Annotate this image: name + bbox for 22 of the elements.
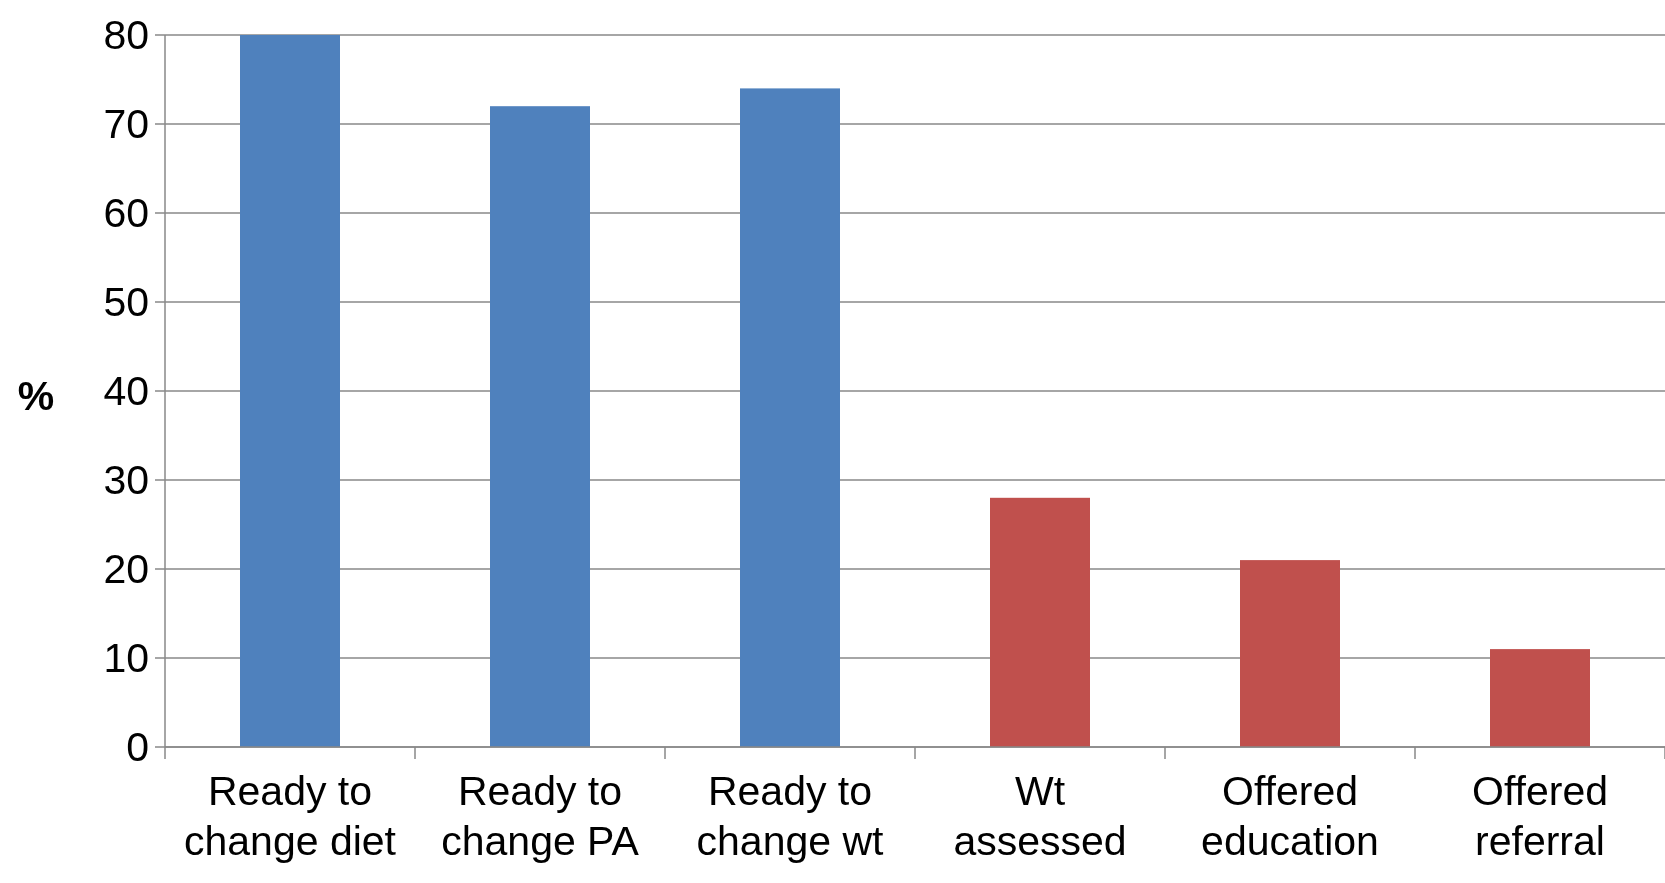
bar	[240, 35, 340, 747]
y-axis-title: %	[17, 373, 55, 420]
x-tick-label: Ready to change diet	[183, 768, 397, 864]
x-tick-label: Ready to change wt	[696, 768, 885, 864]
bar	[990, 497, 1090, 747]
y-tick-label: 30	[103, 457, 149, 504]
y-tick-label: 50	[103, 279, 149, 326]
x-tick-label: Ready to change PA	[441, 768, 640, 864]
y-tick-label: 40	[103, 368, 149, 415]
bar	[1490, 649, 1590, 747]
y-tick-label: 20	[103, 546, 149, 593]
y-tick-label: 0	[126, 724, 149, 771]
y-tick-label: 70	[103, 101, 149, 148]
x-tick-label: Offered referral	[1472, 768, 1608, 864]
y-tick-label: 60	[103, 190, 149, 237]
bar	[490, 106, 590, 747]
bar	[1240, 560, 1340, 747]
x-tick-label: Wt assessed	[953, 768, 1127, 864]
y-tick-label: 80	[103, 12, 149, 59]
bar	[740, 88, 840, 747]
x-tick-label: Offered education	[1201, 768, 1379, 864]
y-tick-label: 10	[103, 635, 149, 682]
